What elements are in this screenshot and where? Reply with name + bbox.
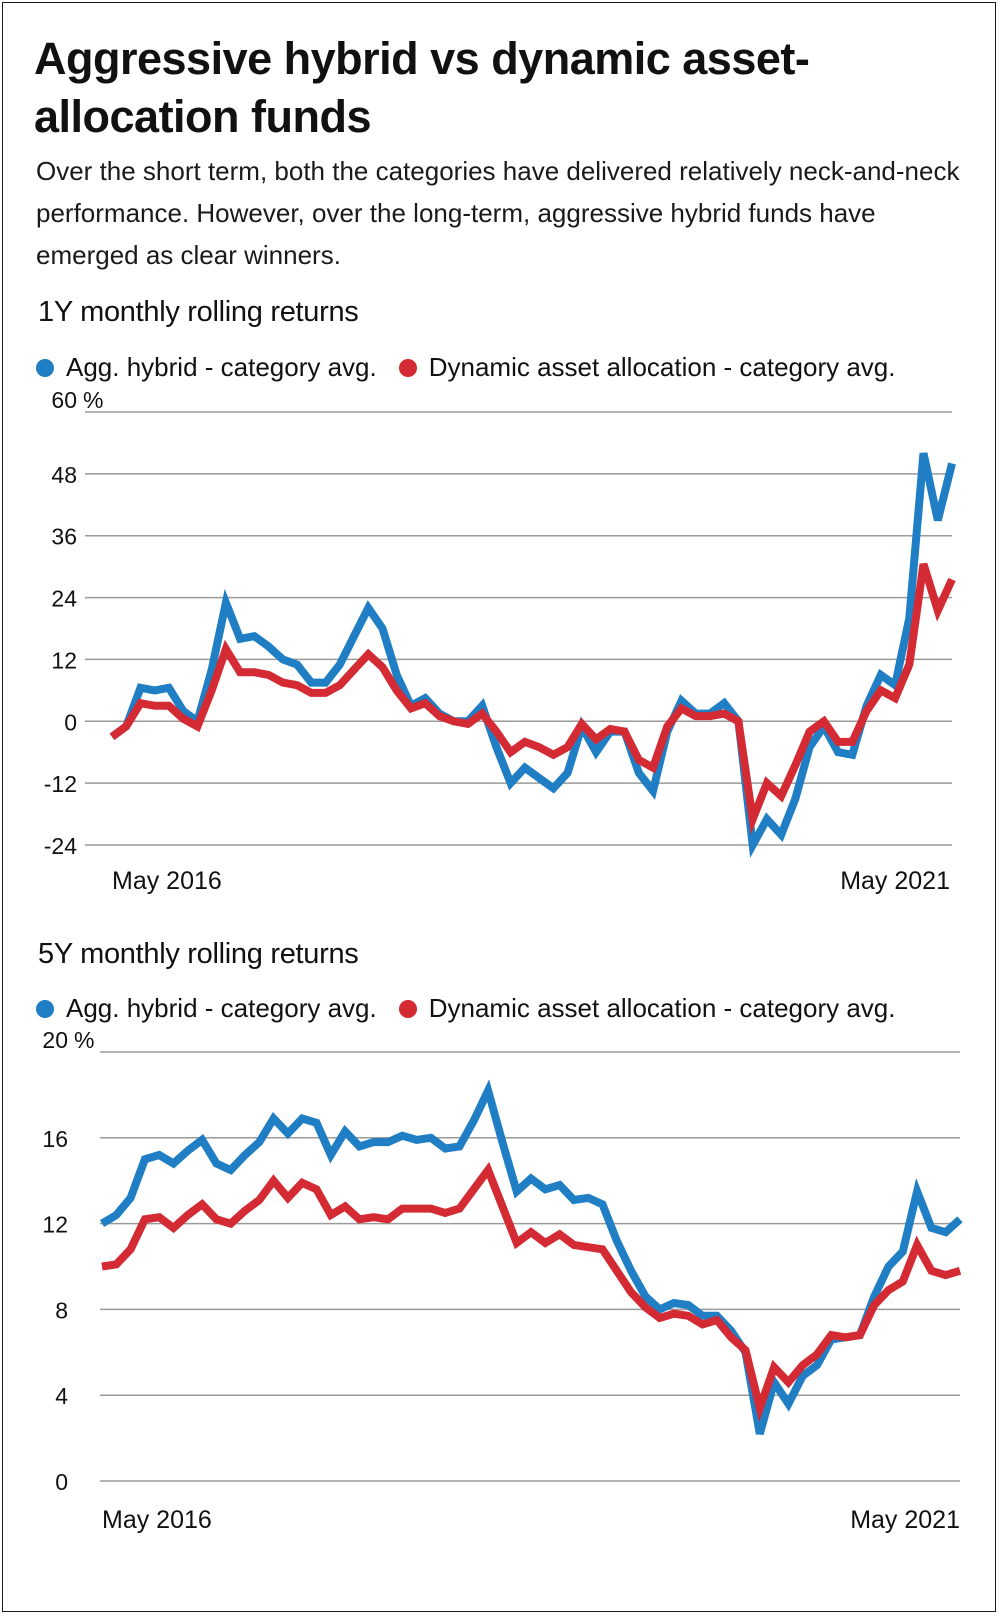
chart2-y-tick-label: 20 bbox=[42, 1027, 68, 1053]
blue-dot-icon bbox=[36, 999, 54, 1018]
chart1-x-label-end: May 2021 bbox=[840, 867, 950, 895]
chart1-legend-item-dynamic: Dynamic asset allocation - category avg. bbox=[398, 352, 896, 383]
chart2-y-tick-label: 12 bbox=[42, 1212, 68, 1238]
chart2-x-label-start: May 2016 bbox=[102, 1506, 212, 1534]
chart1-y-tick-label: 60 bbox=[51, 387, 77, 413]
chart2-legend-item-agg-hybrid: Agg. hybrid - category avg. bbox=[36, 993, 377, 1024]
chart2-y-unit-label: % bbox=[74, 1027, 94, 1053]
chart1-series-line-dynamic bbox=[109, 562, 956, 835]
chart1-y-tick-label: 12 bbox=[51, 647, 77, 673]
red-dot-icon bbox=[398, 358, 417, 377]
chart2-legend-label-agg-hybrid: Agg. hybrid - category avg. bbox=[66, 993, 377, 1023]
chart2-y-tick-label: 16 bbox=[42, 1126, 68, 1152]
blue-dot-icon bbox=[36, 358, 54, 377]
chart1-y-tick-label: 48 bbox=[51, 462, 77, 488]
red-dot-icon bbox=[398, 999, 417, 1018]
page-subtitle: Over the short term, both the categories… bbox=[36, 156, 960, 270]
chart1-title: 1Y monthly rolling returns bbox=[38, 296, 359, 328]
chart1-legend-label-agg-hybrid: Agg. hybrid - category avg. bbox=[66, 352, 377, 382]
chart2-series-line-dynamic bbox=[101, 1161, 962, 1423]
chart1-plot: 60 % 48 36 24 12 0 -12 -24 May 2016 May 2021 bbox=[44, 387, 956, 895]
chart1-x-label-start: May 2016 bbox=[112, 867, 222, 895]
chart1-legend-label-dynamic: Dynamic asset allocation - category avg. bbox=[428, 352, 896, 382]
chart1-y-tick-label: 24 bbox=[51, 586, 77, 612]
chart1-y-tick-label: -24 bbox=[44, 833, 77, 859]
chart1-series-line-agg-hybrid bbox=[109, 452, 956, 858]
chart2-title: 5Y monthly rolling returns bbox=[38, 938, 359, 970]
chart1-legend: Agg. hybrid - category avg. Dynamic asse… bbox=[36, 352, 918, 383]
chart2-y-tick-label: 4 bbox=[55, 1383, 68, 1409]
chart1-y-tick-label: -12 bbox=[44, 771, 77, 797]
page-title: Aggressive hybrid vs dynamic asset-alloc… bbox=[34, 33, 810, 142]
chart2-y-tick-label: 0 bbox=[55, 1469, 68, 1495]
chart1-legend-item-agg-hybrid: Agg. hybrid - category avg. bbox=[36, 352, 377, 383]
chart2-legend-item-dynamic: Dynamic asset allocation - category avg. bbox=[398, 993, 896, 1024]
chart2-y-tick-label: 8 bbox=[55, 1297, 68, 1323]
chart2-legend: Agg. hybrid - category avg. Dynamic asse… bbox=[36, 993, 918, 1024]
chart1-y-tick-label: 0 bbox=[64, 709, 77, 735]
chart2-series-line-agg-hybrid bbox=[99, 1079, 963, 1435]
chart2-plot: 20 % 16 12 8 4 0 May 2016 May 2021 bbox=[42, 1027, 963, 1534]
chart2-legend-label-dynamic: Dynamic asset allocation - category avg. bbox=[428, 993, 896, 1023]
chart1-y-unit-label: % bbox=[83, 387, 103, 413]
chart1-y-tick-label: 36 bbox=[51, 524, 77, 550]
chart2-x-label-end: May 2021 bbox=[850, 1506, 960, 1534]
